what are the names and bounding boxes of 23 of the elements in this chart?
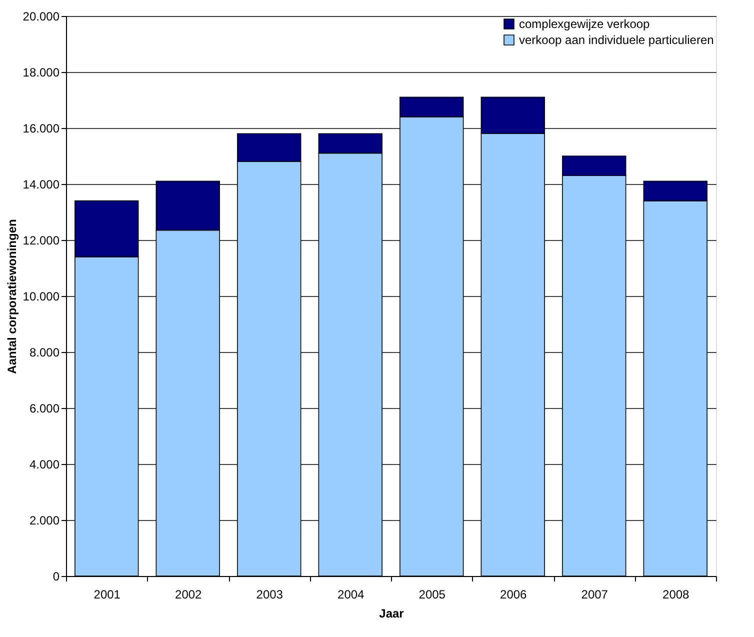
x-tick-label: 2003 [256, 588, 284, 602]
x-axis-title: Jaar [379, 606, 404, 620]
x-tick-label: 2002 [175, 588, 202, 602]
x-tick-label: 2008 [662, 588, 690, 602]
y-tick-label: 12.000 [22, 234, 60, 248]
x-tick-label: 2007 [581, 588, 608, 602]
x-tick-label: 2005 [418, 588, 446, 602]
y-axis-title: Aantal corporatiewoningen [4, 219, 19, 374]
x-tick-label: 2004 [338, 588, 365, 602]
y-tick-label: 14.000 [22, 178, 60, 192]
y-tick-label: 18.000 [22, 66, 60, 80]
legend-label: complexgewijze verkoop [519, 17, 650, 31]
y-tick-label: 20.000 [22, 10, 60, 24]
legend-label: verkoop aan individuele particulieren [519, 33, 714, 47]
y-tick-label: 16.000 [22, 122, 60, 136]
x-tick-label: 2006 [500, 588, 528, 602]
y-tick-label: 4.000 [29, 458, 60, 472]
x-tick-label: 2001 [94, 588, 121, 602]
y-tick-label: 0 [52, 570, 60, 584]
y-tick-label: 8.000 [29, 346, 60, 360]
y-tick-label: 2.000 [29, 514, 60, 528]
y-tick-label: 10.000 [22, 290, 60, 304]
y-tick-label: 6.000 [29, 402, 60, 416]
